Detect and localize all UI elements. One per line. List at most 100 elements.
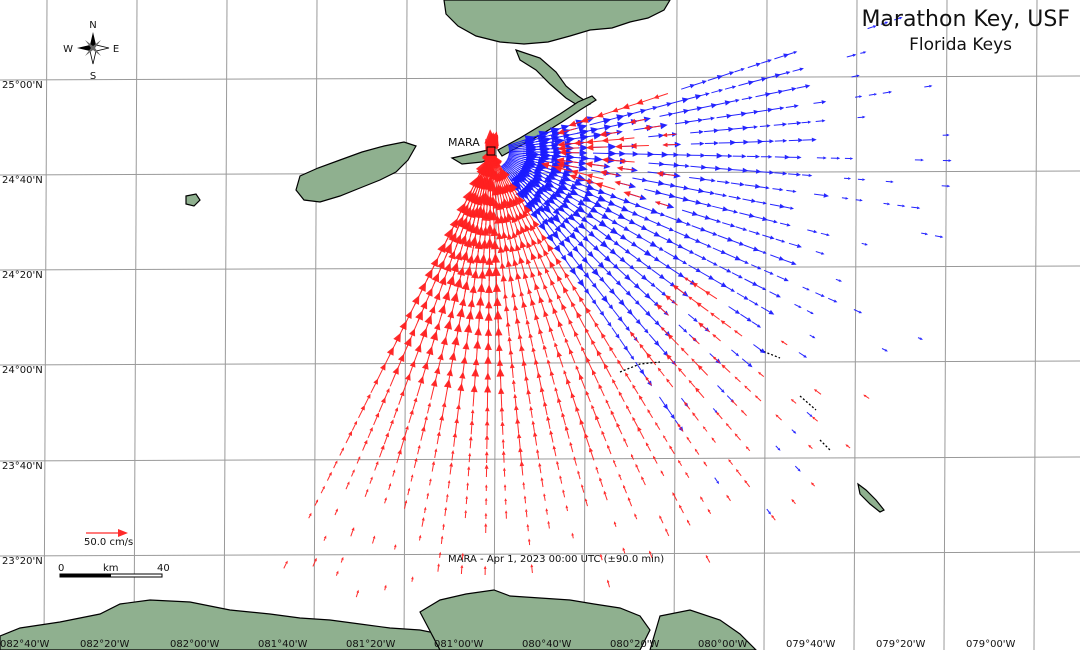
current-vector-head	[601, 332, 606, 339]
current-vector	[708, 293, 718, 300]
current-vector	[678, 324, 685, 331]
current-vector-head	[398, 353, 405, 362]
current-vector-head	[575, 406, 580, 412]
current-vector	[881, 348, 886, 351]
current-vector	[585, 437, 590, 448]
current-vector-head	[619, 158, 625, 164]
current-vector	[721, 72, 730, 77]
current-vector	[617, 244, 627, 252]
current-vector	[528, 394, 531, 405]
current-vector	[786, 189, 794, 192]
current-vector-head	[578, 373, 584, 381]
current-vector-head	[561, 412, 566, 418]
current-vector-head	[740, 111, 747, 117]
current-vector	[760, 60, 769, 64]
lon-label: 080°00'W	[698, 639, 748, 650]
current-vector	[659, 202, 669, 207]
current-vector-head	[691, 337, 696, 341]
current-vector	[622, 208, 634, 214]
current-vector	[763, 269, 771, 274]
current-vector	[794, 465, 799, 470]
current-vector	[744, 278, 754, 284]
current-vector-head	[740, 409, 744, 413]
current-vector-head	[490, 226, 499, 237]
current-vector	[350, 530, 354, 537]
current-vector	[739, 212, 750, 216]
current-vector-head	[412, 295, 420, 305]
timestamp-label: MARA - Apr 1, 2023 00:00 UTC (±90.0 min)	[448, 554, 664, 565]
current-vector-head	[599, 170, 607, 176]
radial-vectors	[283, 16, 952, 598]
current-vector	[674, 230, 686, 237]
current-vector-head	[414, 457, 418, 462]
current-vector	[661, 472, 665, 477]
current-vector-head	[586, 144, 594, 151]
current-vector	[627, 350, 633, 358]
current-vector	[547, 420, 551, 429]
current-vector-head	[754, 395, 758, 399]
current-vector-head	[591, 282, 597, 289]
current-vector-head	[629, 331, 635, 337]
current-vector-head	[547, 243, 554, 252]
current-vector-head	[595, 182, 604, 189]
current-vector-head	[557, 320, 563, 328]
current-vector-head	[579, 133, 590, 142]
current-vector-head	[655, 421, 658, 426]
current-vector	[404, 502, 407, 509]
current-vector-head	[916, 206, 921, 210]
current-vector-head	[475, 309, 484, 320]
current-vector	[633, 269, 644, 277]
lat-label: 24°00'N	[2, 365, 43, 376]
current-vector	[574, 459, 577, 466]
current-vector	[756, 284, 764, 289]
current-vector	[558, 402, 563, 412]
current-vector-head	[622, 547, 626, 551]
current-vector-head	[693, 317, 698, 323]
current-vector	[383, 436, 388, 445]
current-vector	[442, 526, 445, 531]
current-vector-head	[618, 136, 625, 142]
current-vector	[678, 220, 687, 225]
current-vector-head	[700, 153, 706, 158]
current-vector	[555, 390, 559, 399]
current-vector-head	[434, 366, 441, 375]
current-vector	[587, 275, 594, 285]
current-vector	[724, 285, 732, 291]
current-vector	[566, 507, 568, 512]
compass-west-icon	[77, 45, 93, 51]
current-vector	[639, 236, 652, 244]
current-vector	[426, 495, 429, 500]
current-vector-head	[503, 243, 510, 252]
current-vector	[367, 430, 372, 438]
current-vector	[613, 462, 617, 468]
current-vector-head	[523, 205, 532, 215]
current-vector-head	[573, 139, 581, 146]
current-vector-head	[864, 242, 868, 246]
compass-n-label: N	[89, 20, 96, 31]
current-vector-head	[673, 152, 680, 158]
current-vector	[841, 197, 846, 199]
current-vector	[521, 465, 524, 476]
current-vector-head	[838, 279, 842, 282]
current-vector-head	[517, 333, 523, 340]
current-vector-head	[579, 418, 585, 425]
current-vector	[678, 425, 684, 432]
current-vector-head	[660, 212, 666, 217]
current-vector-head	[856, 74, 860, 78]
current-vector-head	[549, 260, 556, 269]
current-vector-head	[541, 233, 548, 242]
current-vector-head	[502, 467, 506, 471]
current-vector	[440, 538, 443, 544]
current-vector-head	[460, 356, 468, 364]
current-vector	[612, 413, 617, 422]
current-vector-head	[393, 332, 401, 343]
current-vector-head	[647, 409, 651, 413]
current-vector	[743, 244, 755, 250]
current-vector	[736, 331, 743, 337]
current-vector	[643, 107, 654, 112]
current-vector-head	[765, 185, 770, 190]
current-vector	[578, 264, 587, 275]
current-vector	[703, 178, 712, 181]
current-vector	[642, 479, 646, 486]
current-vector	[378, 402, 384, 413]
